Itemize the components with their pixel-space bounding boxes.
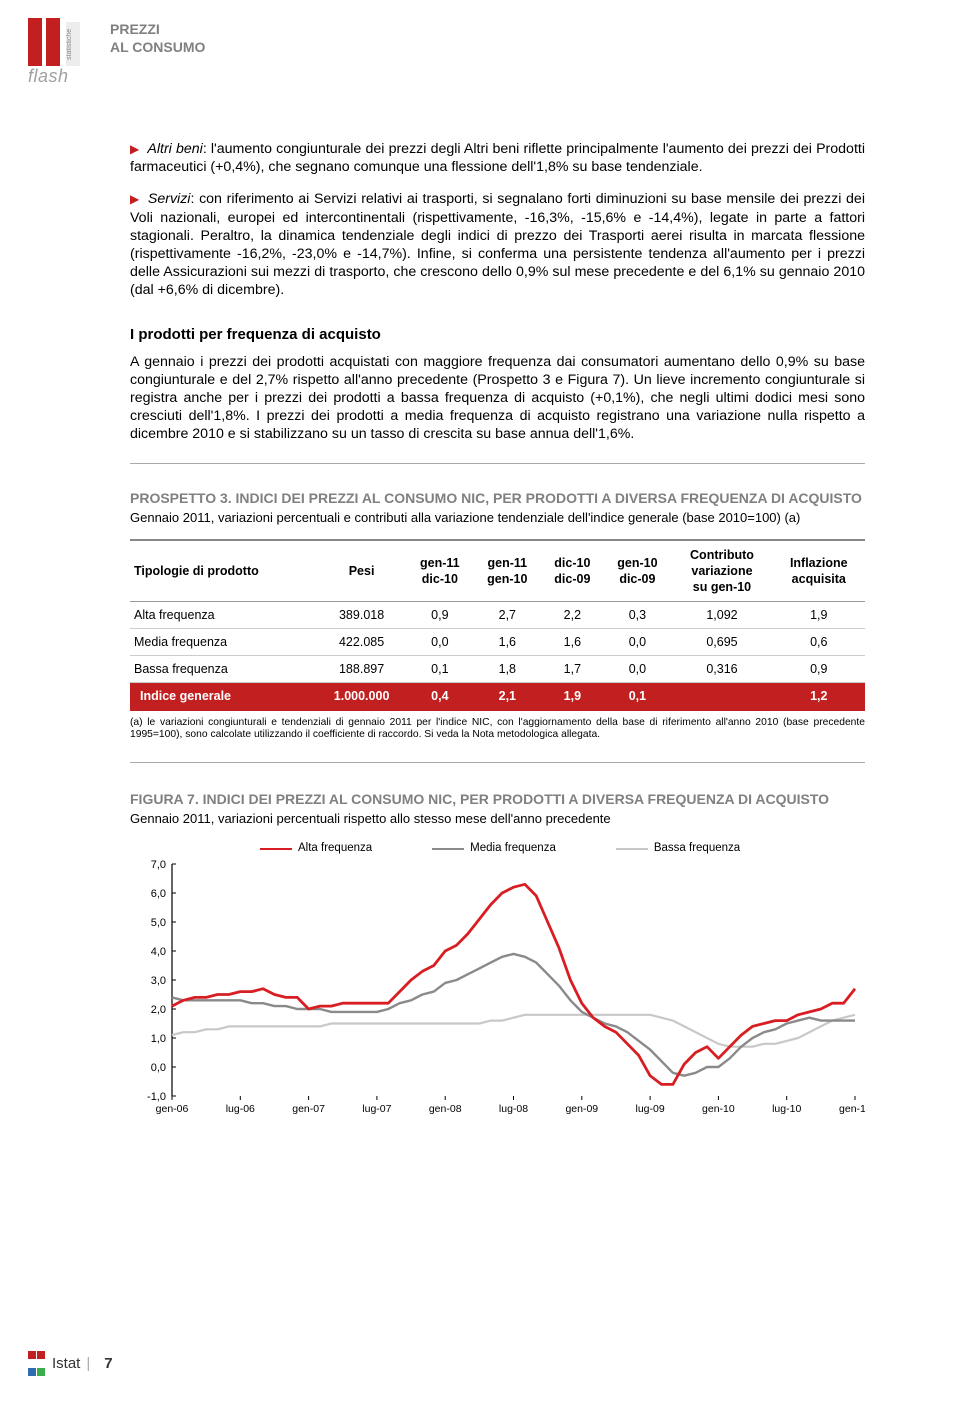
legend-media: Media frequenza — [432, 841, 556, 856]
table-header-row: Tipologie di prodotto Pesi gen-11dic-10 … — [130, 540, 865, 602]
bullet-icon: ▶ — [130, 142, 139, 157]
stat-label: statistiche — [66, 22, 80, 66]
para-products: A gennaio i prezzi dei prodotti acquista… — [130, 353, 865, 444]
svg-text:5,0: 5,0 — [151, 917, 166, 929]
bullet-icon: ▶ — [130, 192, 139, 207]
svg-text:0,0: 0,0 — [151, 1062, 166, 1074]
svg-text:lug-07: lug-07 — [362, 1103, 391, 1115]
table-row: Media frequenza422.0850,01,61,60,00,6950… — [130, 628, 865, 655]
prospetto3-table: Tipologie di prodotto Pesi gen-11dic-10 … — [130, 539, 865, 711]
th-col3: gen-11gen-10 — [473, 540, 541, 602]
svg-text:2,0: 2,0 — [151, 1004, 166, 1016]
flash-label: flash — [28, 66, 69, 87]
para-altri-beni: ▶ Altri beni: l'aumento congiunturale de… — [130, 140, 865, 176]
svg-text:3,0: 3,0 — [151, 975, 166, 987]
th-col4: dic-10dic-09 — [541, 540, 603, 602]
svg-text:6,0: 6,0 — [151, 888, 166, 900]
svg-text:-1,0: -1,0 — [147, 1091, 166, 1103]
table-footnote: (a) le variazioni congiunturali e tenden… — [130, 717, 865, 742]
chart-title: FIGURA 7. INDICI DEI PREZZI AL CONSUMO N… — [130, 791, 865, 809]
table-row: Alta frequenza389.0180,92,72,20,31,0921,… — [130, 601, 865, 628]
table-row: Bassa frequenza188.8970,11,81,70,00,3160… — [130, 655, 865, 682]
divider — [130, 762, 865, 763]
th-tipologie: Tipologie di prodotto — [130, 540, 317, 602]
svg-text:gen-08: gen-08 — [429, 1103, 462, 1115]
svg-text:gen-11: gen-11 — [839, 1103, 865, 1115]
svg-text:lug-09: lug-09 — [635, 1103, 664, 1115]
table-title: PROSPETTO 3. INDICI DEI PREZZI AL CONSUM… — [130, 490, 865, 508]
th-col7: Inflazioneacquisita — [773, 540, 865, 602]
svg-text:1,0: 1,0 — [151, 1033, 166, 1045]
svg-text:gen-07: gen-07 — [292, 1103, 325, 1115]
main-content: ▶ Altri beni: l'aumento congiunturale de… — [130, 140, 865, 1120]
divider — [130, 463, 865, 464]
th-col5: gen-10dic-09 — [603, 540, 671, 602]
th-pesi: Pesi — [317, 540, 407, 602]
svg-text:gen-10: gen-10 — [702, 1103, 735, 1115]
legend-alta: Alta frequenza — [260, 841, 372, 856]
th-col2: gen-11dic-10 — [406, 540, 473, 602]
footer: Istat | 7 — [28, 1346, 113, 1380]
istat-logo-icon — [28, 1346, 46, 1380]
footer-brand: Istat — [52, 1355, 80, 1372]
table-subtitle: Gennaio 2011, variazioni percentuali e c… — [130, 510, 865, 527]
svg-text:4,0: 4,0 — [151, 946, 166, 958]
page-number: 7 — [104, 1355, 112, 1372]
svg-text:lug-08: lug-08 — [499, 1103, 528, 1115]
svg-text:gen-09: gen-09 — [565, 1103, 598, 1115]
logo-flash: statistiche flash — [28, 18, 98, 88]
th-col6: Contributovariazionesu gen-10 — [671, 540, 772, 602]
section-heading: I prodotti per frequenza di acquisto — [130, 325, 865, 344]
legend-bassa: Bassa frequenza — [616, 841, 740, 856]
svg-text:lug-10: lug-10 — [772, 1103, 801, 1115]
svg-text:lug-06: lug-06 — [226, 1103, 255, 1115]
para-servizi: ▶ Servizi: con riferimento ai Servizi re… — [130, 190, 865, 299]
table-row-total: Indice generale1.000.0000,42,11,90,11,2 — [130, 682, 865, 710]
chart-subtitle: Gennaio 2011, variazioni percentuali ris… — [130, 811, 865, 828]
svg-text:7,0: 7,0 — [151, 860, 166, 871]
svg-text:gen-06: gen-06 — [156, 1103, 189, 1115]
chart-legend: Alta frequenza Media frequenza Bassa fre… — [260, 841, 865, 856]
page-header: PREZZIAL CONSUMO — [110, 20, 205, 56]
figure7-chart: -1,0 0,0 1,0 2,0 3,0 4,0 5,0 6,0 7,0 gen-06 lug-06… — [130, 860, 865, 1120]
